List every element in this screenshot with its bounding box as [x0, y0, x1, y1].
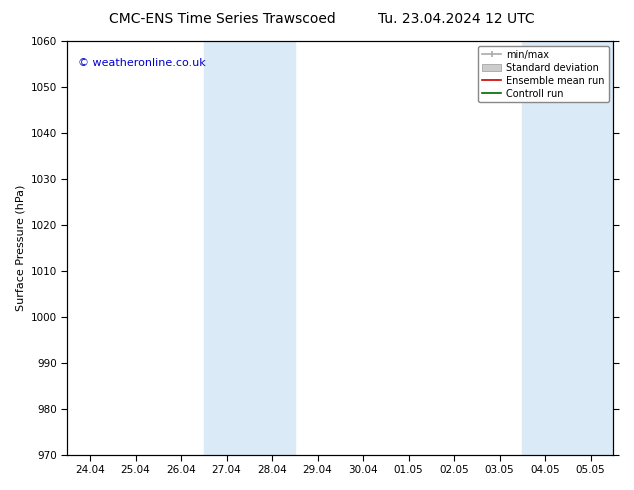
- Bar: [204, 41, 295, 455]
- Text: © weatheronline.co.uk: © weatheronline.co.uk: [78, 58, 206, 68]
- Text: CMC-ENS Time Series Trawscoed: CMC-ENS Time Series Trawscoed: [108, 12, 335, 26]
- Y-axis label: Surface Pressure (hPa): Surface Pressure (hPa): [15, 185, 25, 311]
- Text: Tu. 23.04.2024 12 UTC: Tu. 23.04.2024 12 UTC: [378, 12, 535, 26]
- Legend: min/max, Standard deviation, Ensemble mean run, Controll run: min/max, Standard deviation, Ensemble me…: [478, 46, 609, 102]
- Bar: [522, 41, 614, 455]
